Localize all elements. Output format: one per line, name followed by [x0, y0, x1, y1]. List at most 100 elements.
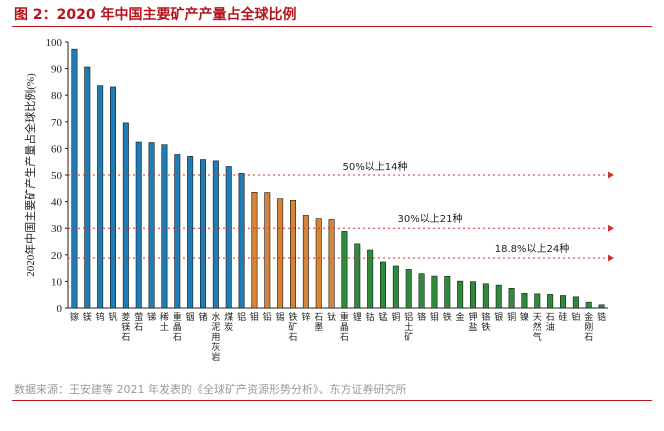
x-tick-label: 菱镁石 — [121, 311, 130, 343]
y-ticks: 0 10 20 30 40 50 60 70 80 90 100 — [46, 37, 68, 315]
x-tick-label: 镍 — [520, 311, 529, 323]
bar — [238, 173, 245, 309]
x-tick-label: 锡 — [276, 312, 285, 323]
bar — [392, 265, 399, 309]
x-tick-label: 石油 — [546, 313, 555, 333]
y-tick-label: 20 — [51, 250, 63, 262]
bar — [482, 283, 489, 309]
bar — [161, 144, 168, 309]
y-tick-label: 0 — [57, 303, 63, 315]
x-tick-label: 稀土 — [160, 311, 169, 333]
x-tick-label: 煤炭 — [224, 311, 233, 333]
y-tick-label: 100 — [46, 37, 63, 49]
x-tick-label: 铁 — [443, 311, 452, 323]
x-tick-label: 硅 — [558, 311, 567, 323]
bar — [122, 122, 129, 309]
bar — [444, 276, 451, 309]
bar — [84, 66, 91, 309]
reference-label: 30%以上21种 — [398, 212, 463, 225]
y-tick-label: 60 — [51, 143, 63, 155]
bar — [328, 219, 335, 309]
x-tick-label: 锌 — [301, 311, 310, 323]
y-tick-label: 80 — [51, 90, 63, 102]
x-tick-label: 铝 — [237, 311, 246, 323]
bar — [174, 154, 181, 309]
bar — [559, 295, 566, 309]
x-tick-label: 石墨 — [314, 313, 323, 333]
x-tick-label: 金刚石 — [584, 311, 593, 343]
bar — [251, 191, 258, 309]
bar — [585, 301, 592, 309]
bar — [495, 284, 502, 309]
x-tick-label: 锂 — [353, 311, 362, 323]
x-tick-label: 铂 — [571, 311, 580, 323]
x-tick-label: 钛 — [327, 311, 336, 323]
figure-title: 图 2：2020 年中国主要矿产产量占全球比例 — [14, 7, 297, 23]
x-tick-label: 铟 — [186, 311, 195, 323]
bar — [431, 275, 438, 309]
bar — [341, 231, 348, 309]
bar — [264, 192, 271, 309]
x-tick-label: 锑 — [147, 311, 156, 323]
bars — [71, 48, 605, 309]
bar — [508, 288, 515, 309]
x-tick-label: 铜 — [391, 311, 400, 323]
bar — [200, 159, 207, 309]
bar — [534, 293, 541, 309]
y-tick-label: 10 — [51, 276, 63, 288]
bar — [212, 160, 219, 309]
x-tick-label: 锰 — [378, 311, 387, 323]
bar — [225, 166, 232, 309]
x-tick-label: 锆 — [597, 311, 606, 323]
y-tick-label: 90 — [51, 64, 63, 76]
x-tick-label: 金 — [456, 311, 465, 323]
bar — [572, 296, 579, 309]
reference-arrow — [608, 171, 614, 179]
x-tick-label: 钼 — [250, 311, 259, 323]
x-tick-label: 天然气 — [533, 313, 542, 343]
bar — [302, 215, 309, 309]
x-tick-label: 钼 — [430, 311, 439, 323]
bar — [418, 273, 425, 309]
x-tick-label: 铬 — [417, 311, 426, 323]
y-tick-label: 30 — [51, 223, 63, 235]
bar — [135, 141, 142, 309]
title-divider — [12, 26, 652, 27]
bar — [547, 294, 554, 309]
bar — [277, 198, 284, 309]
x-tick-labels: 镓镁钨钒菱镁石萤石锑 稀土重晶石铟锗水泥用灰岩煤炭铝钼铅锡铁矿石锌 石墨钛 重晶石锂钴… — [70, 311, 606, 363]
x-tick-label: 铬铁 — [481, 311, 490, 333]
x-tick-label: 镁 — [83, 311, 92, 323]
y-tick-label: 40 — [51, 197, 63, 209]
x-tick-label: 钴 — [366, 311, 375, 323]
bar — [97, 85, 104, 309]
x-tick-label: 重晶石 — [340, 311, 349, 343]
x-tick-label: 铜 — [507, 311, 516, 323]
y-tick-label: 70 — [51, 117, 63, 129]
x-tick-label: 铅 — [263, 311, 272, 323]
reference-arrow — [608, 254, 614, 262]
y-tick-label: 50 — [51, 170, 63, 182]
bar — [187, 156, 194, 309]
x-tick-label: 锗 — [198, 311, 207, 323]
x-tick-label: 钒 — [108, 311, 117, 323]
bar — [521, 293, 528, 309]
x-tick-label: 钨 — [96, 311, 105, 323]
bar — [405, 269, 412, 309]
x-tick-label: 萤石 — [134, 311, 143, 333]
x-tick-label: 铁矿石 — [288, 311, 297, 343]
reference-label: 18.8%以上24种 — [495, 242, 570, 255]
bar — [367, 249, 374, 309]
bar — [148, 142, 155, 309]
chart: 0 10 20 30 40 50 60 70 80 90 100 50%以上14种 30%以上21种 1… — [23, 37, 614, 363]
bar — [289, 199, 296, 309]
bottom-divider — [12, 400, 652, 401]
source-note: 数据来源：王安建等 2021 年发表的《全球矿产资源形势分析》、东方证券研究所 — [14, 383, 407, 396]
bar — [354, 243, 361, 309]
x-tick-label: 银 — [494, 311, 503, 323]
reference-label: 50%以上14种 — [343, 160, 408, 173]
bar — [379, 261, 386, 309]
reference-lines: 50%以上14种 30%以上21种 18.8%以上24种 — [68, 160, 614, 262]
bar — [457, 280, 464, 309]
reference-arrow — [608, 224, 614, 232]
